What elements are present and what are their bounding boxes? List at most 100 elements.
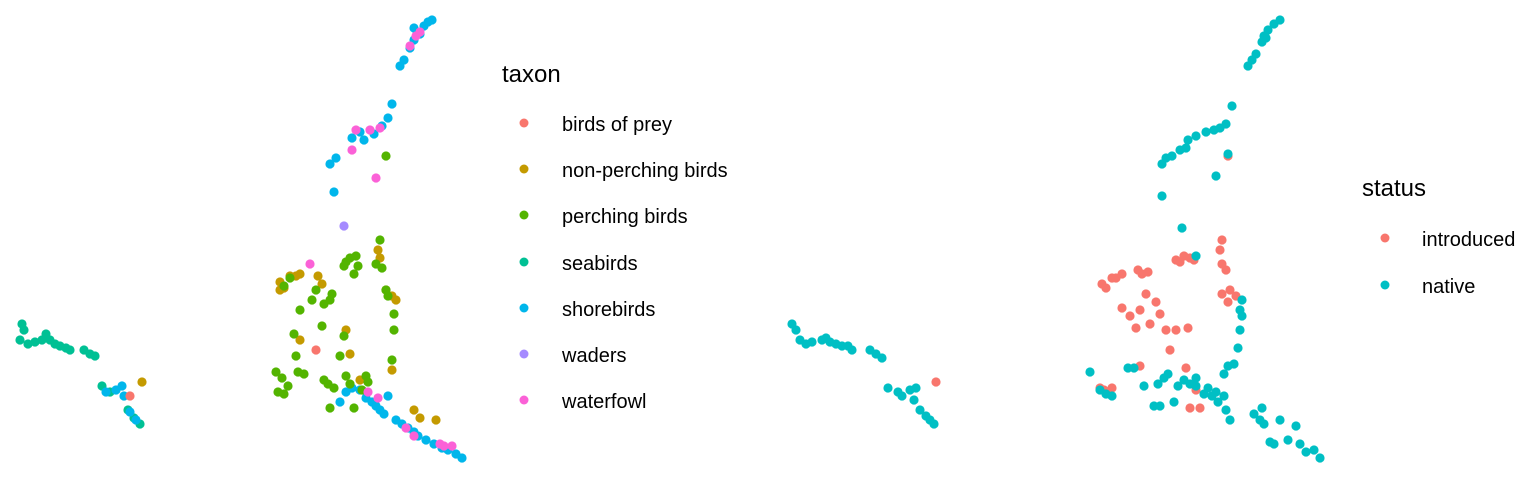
point-perching <box>329 383 339 393</box>
point-waders <box>339 221 349 231</box>
point-native <box>929 419 939 429</box>
point-introduced <box>1135 305 1145 315</box>
point-waterfowl <box>351 125 361 135</box>
legend-entry-native: native <box>1380 276 1475 298</box>
point-native <box>1251 49 1261 59</box>
point-native <box>1173 381 1183 391</box>
point-non-perching <box>317 279 327 289</box>
point-introduced <box>1221 265 1231 275</box>
point-introduced <box>1161 325 1171 335</box>
point-shorebirds <box>399 55 409 65</box>
point-perching <box>389 325 399 335</box>
point-native <box>1221 405 1231 415</box>
point-seabirds <box>15 335 25 345</box>
point-waterfowl <box>373 393 383 403</box>
point-non-perching <box>313 271 323 281</box>
point-perching <box>351 251 361 261</box>
point-waterfowl <box>365 125 375 135</box>
point-introduced <box>1117 303 1127 313</box>
point-waterfowl <box>405 41 415 51</box>
point-native <box>897 391 907 401</box>
legend-label-shorebirds: shorebirds <box>562 299 655 321</box>
point-introduced <box>1171 325 1181 335</box>
legend-label-non-perching-birds: non-perching birds <box>562 160 728 182</box>
point-native <box>1223 149 1233 159</box>
legend-entry-birds-of-prey: birds of prey <box>519 114 672 136</box>
point-perching <box>307 295 317 305</box>
point-non-perching <box>391 295 401 305</box>
point-native <box>807 337 817 347</box>
point-non-perching <box>431 415 441 425</box>
point-perching <box>353 261 363 271</box>
point-native <box>1219 369 1229 379</box>
point-non-perching <box>295 269 305 279</box>
point-shorebirds <box>359 135 369 145</box>
legend-key-waders <box>519 349 529 359</box>
legend-key-perching-birds <box>519 210 529 220</box>
point-native <box>1213 397 1223 407</box>
point-native <box>1233 343 1243 353</box>
point-perching <box>277 373 287 383</box>
point-seabirds <box>65 345 75 355</box>
point-native <box>1237 295 1247 305</box>
legend-key-non-perching-birds <box>519 164 529 174</box>
point-introduced <box>1107 383 1117 393</box>
point-seabirds <box>30 337 40 347</box>
point-perching <box>383 291 393 301</box>
point-native <box>1085 367 1095 377</box>
point-native <box>1191 381 1201 391</box>
point-native <box>1249 409 1259 419</box>
point-perching <box>377 263 387 273</box>
point-non-perching <box>345 349 355 359</box>
point-perching <box>335 351 345 361</box>
point-native <box>1295 439 1305 449</box>
point-introduced <box>1183 323 1193 333</box>
point-native <box>1315 453 1325 463</box>
legend-title: status <box>1362 175 1426 202</box>
point-native <box>1261 33 1271 43</box>
point-introduced <box>1217 289 1227 299</box>
point-waterfowl <box>375 123 385 133</box>
point-native <box>1157 191 1167 201</box>
point-non-perching <box>409 405 419 415</box>
point-native <box>909 395 919 405</box>
point-native <box>1291 421 1301 431</box>
point-native <box>791 325 801 335</box>
point-shorebirds <box>347 133 357 143</box>
point-shorebirds <box>379 409 389 419</box>
point-introduced <box>1215 245 1225 255</box>
point-shorebirds <box>387 99 397 109</box>
point-native <box>877 353 887 363</box>
point-shorebirds <box>383 113 393 123</box>
point-waterfowl <box>347 145 357 155</box>
point-perching <box>375 235 385 245</box>
point-birds-of-prey <box>125 391 135 401</box>
taxon-scatter-plot <box>15 15 467 463</box>
point-introduced <box>1195 403 1205 413</box>
point-native <box>1211 387 1221 397</box>
point-introduced <box>1223 297 1233 307</box>
status-legend: status introduced native <box>1362 175 1515 298</box>
point-perching <box>311 285 321 295</box>
legend-key-shorebirds <box>519 303 529 313</box>
point-native <box>1191 373 1201 383</box>
point-shorebirds <box>125 407 135 417</box>
point-non-perching <box>295 335 305 345</box>
point-introduced <box>1101 283 1111 293</box>
legend-key-waterfowl <box>519 395 529 405</box>
point-native <box>1177 223 1187 233</box>
point-native <box>1301 447 1311 457</box>
point-perching <box>389 309 399 319</box>
point-perching <box>387 355 397 365</box>
point-perching <box>349 269 359 279</box>
point-perching <box>325 403 335 413</box>
point-native <box>1183 135 1193 145</box>
point-native <box>847 345 857 355</box>
point-shorebirds <box>421 435 431 445</box>
point-native <box>1211 171 1221 181</box>
point-native <box>1235 305 1245 315</box>
point-shorebirds <box>329 187 339 197</box>
point-introduced <box>1155 309 1165 319</box>
legend-label-perching-birds: perching birds <box>562 206 688 228</box>
point-shorebirds <box>383 391 393 401</box>
